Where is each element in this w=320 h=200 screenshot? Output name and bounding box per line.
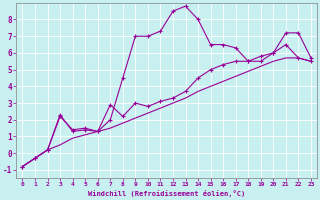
X-axis label: Windchill (Refroidissement éolien,°C): Windchill (Refroidissement éolien,°C) (88, 190, 245, 197)
